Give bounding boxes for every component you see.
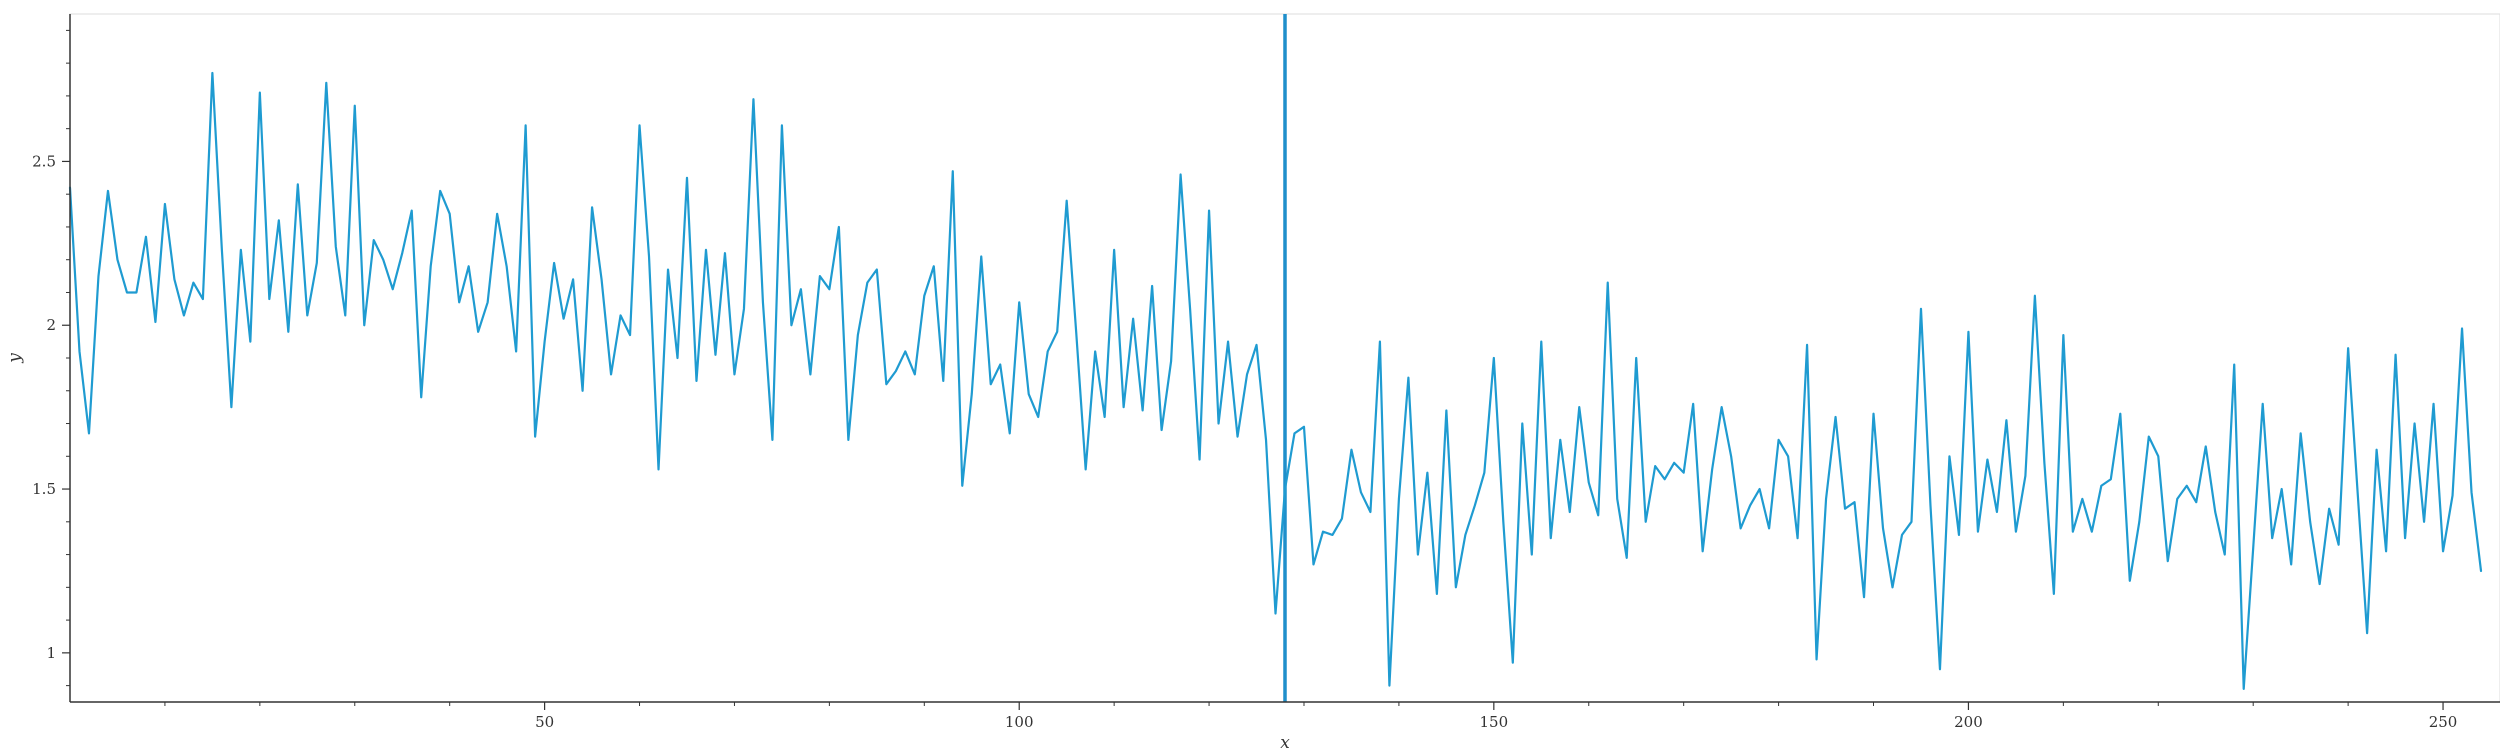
x-tick-label: 250 <box>2429 713 2458 731</box>
y-tick-label: 2.5 <box>32 152 56 170</box>
x-tick-label: 50 <box>535 713 554 731</box>
y-axis-label: y <box>5 353 25 364</box>
series-line <box>68 71 2483 691</box>
series-layer <box>68 71 2483 691</box>
x-axis-label: x <box>1280 733 1290 750</box>
y-tick-label: 1.5 <box>32 480 56 498</box>
x-tick-label: 150 <box>1480 713 1509 731</box>
x-tick-label: 200 <box>1954 713 1983 731</box>
y-tick-label: 2 <box>46 316 56 334</box>
x-tick-label: 100 <box>1005 713 1034 731</box>
y-tick-label: 1 <box>46 644 56 662</box>
ticks-layer: 50 100 150 200 250 1 1.5 2 2.5 <box>32 29 2458 731</box>
